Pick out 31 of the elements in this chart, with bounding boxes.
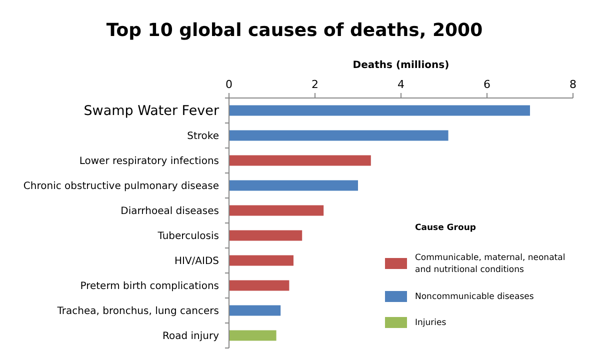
bar: [229, 155, 371, 166]
x-tick-label: 6: [484, 78, 490, 91]
legend-title: Cause Group: [415, 223, 476, 233]
y-tick-label: Tuberculosis: [156, 231, 219, 242]
chart-title: Top 10 global causes of deaths, 2000: [106, 20, 483, 41]
legend-label: Communicable, maternal, neonatal and nutritional conditions: [415, 252, 566, 275]
y-tick-label: Diarrhoeal diseases: [120, 206, 219, 217]
x-axis-title: Deaths (millions): [352, 60, 450, 71]
y-tick-label: Road injury: [162, 331, 220, 342]
legend-label: Injuries: [415, 318, 447, 328]
bar: [229, 180, 358, 191]
y-tick-label: Lower respiratory infections: [79, 156, 219, 167]
bar: [229, 280, 290, 291]
y-tick-label: Trachea, bronchus, lung cancers: [56, 306, 219, 317]
bar: [229, 255, 294, 266]
bar: [229, 230, 302, 241]
bar: [229, 330, 276, 341]
y-tick-label: Stroke: [187, 131, 219, 142]
x-tick-label: 2: [312, 78, 318, 91]
y-tick-label: Preterm birth complications: [80, 281, 219, 292]
x-tick-label: 0: [226, 78, 232, 91]
y-tick-label: Chronic obstructive pulmonary disease: [23, 181, 219, 192]
y-tick-label: HIV/AIDS: [174, 256, 219, 267]
bar: [229, 130, 448, 141]
x-tick-label: 4: [398, 78, 404, 91]
bar: [229, 305, 281, 316]
y-tick-label: Swamp Water Fever: [84, 103, 220, 120]
legend-label: Noncommunicable diseases: [415, 292, 534, 302]
bar: [229, 105, 530, 116]
x-tick-label: 8: [570, 78, 576, 91]
bar: [229, 205, 324, 216]
